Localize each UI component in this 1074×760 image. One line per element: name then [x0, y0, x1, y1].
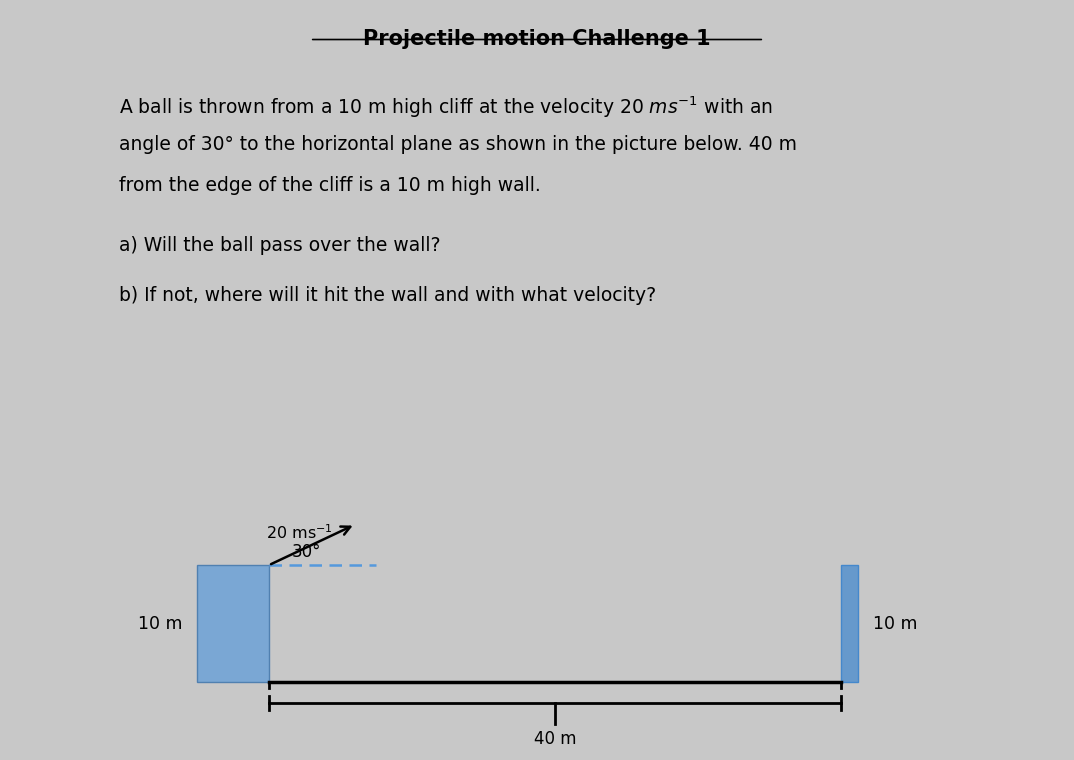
- Text: 10 m: 10 m: [873, 615, 917, 633]
- Text: from the edge of the cliff is a 10 m high wall.: from the edge of the cliff is a 10 m hig…: [119, 176, 541, 195]
- Text: b) If not, where will it hit the wall and with what velocity?: b) If not, where will it hit the wall an…: [119, 287, 656, 306]
- Text: Projectile motion Challenge 1: Projectile motion Challenge 1: [363, 29, 711, 49]
- Text: 30°: 30°: [291, 543, 321, 561]
- Text: a) Will the ball pass over the wall?: a) Will the ball pass over the wall?: [119, 236, 441, 255]
- Bar: [197, 565, 268, 682]
- Text: A ball is thrown from a 10 m high cliff at the velocity 20 $\mathit{ms}^{-1}$ wi: A ball is thrown from a 10 m high cliff …: [119, 95, 773, 121]
- Text: 10 m: 10 m: [139, 615, 183, 633]
- Text: 20 ms$^{-1}$: 20 ms$^{-1}$: [265, 523, 333, 542]
- Text: angle of 30° to the horizontal plane as shown in the picture below. 40 m: angle of 30° to the horizontal plane as …: [119, 135, 797, 154]
- Text: 40 m: 40 m: [534, 730, 576, 748]
- Bar: [841, 565, 858, 682]
